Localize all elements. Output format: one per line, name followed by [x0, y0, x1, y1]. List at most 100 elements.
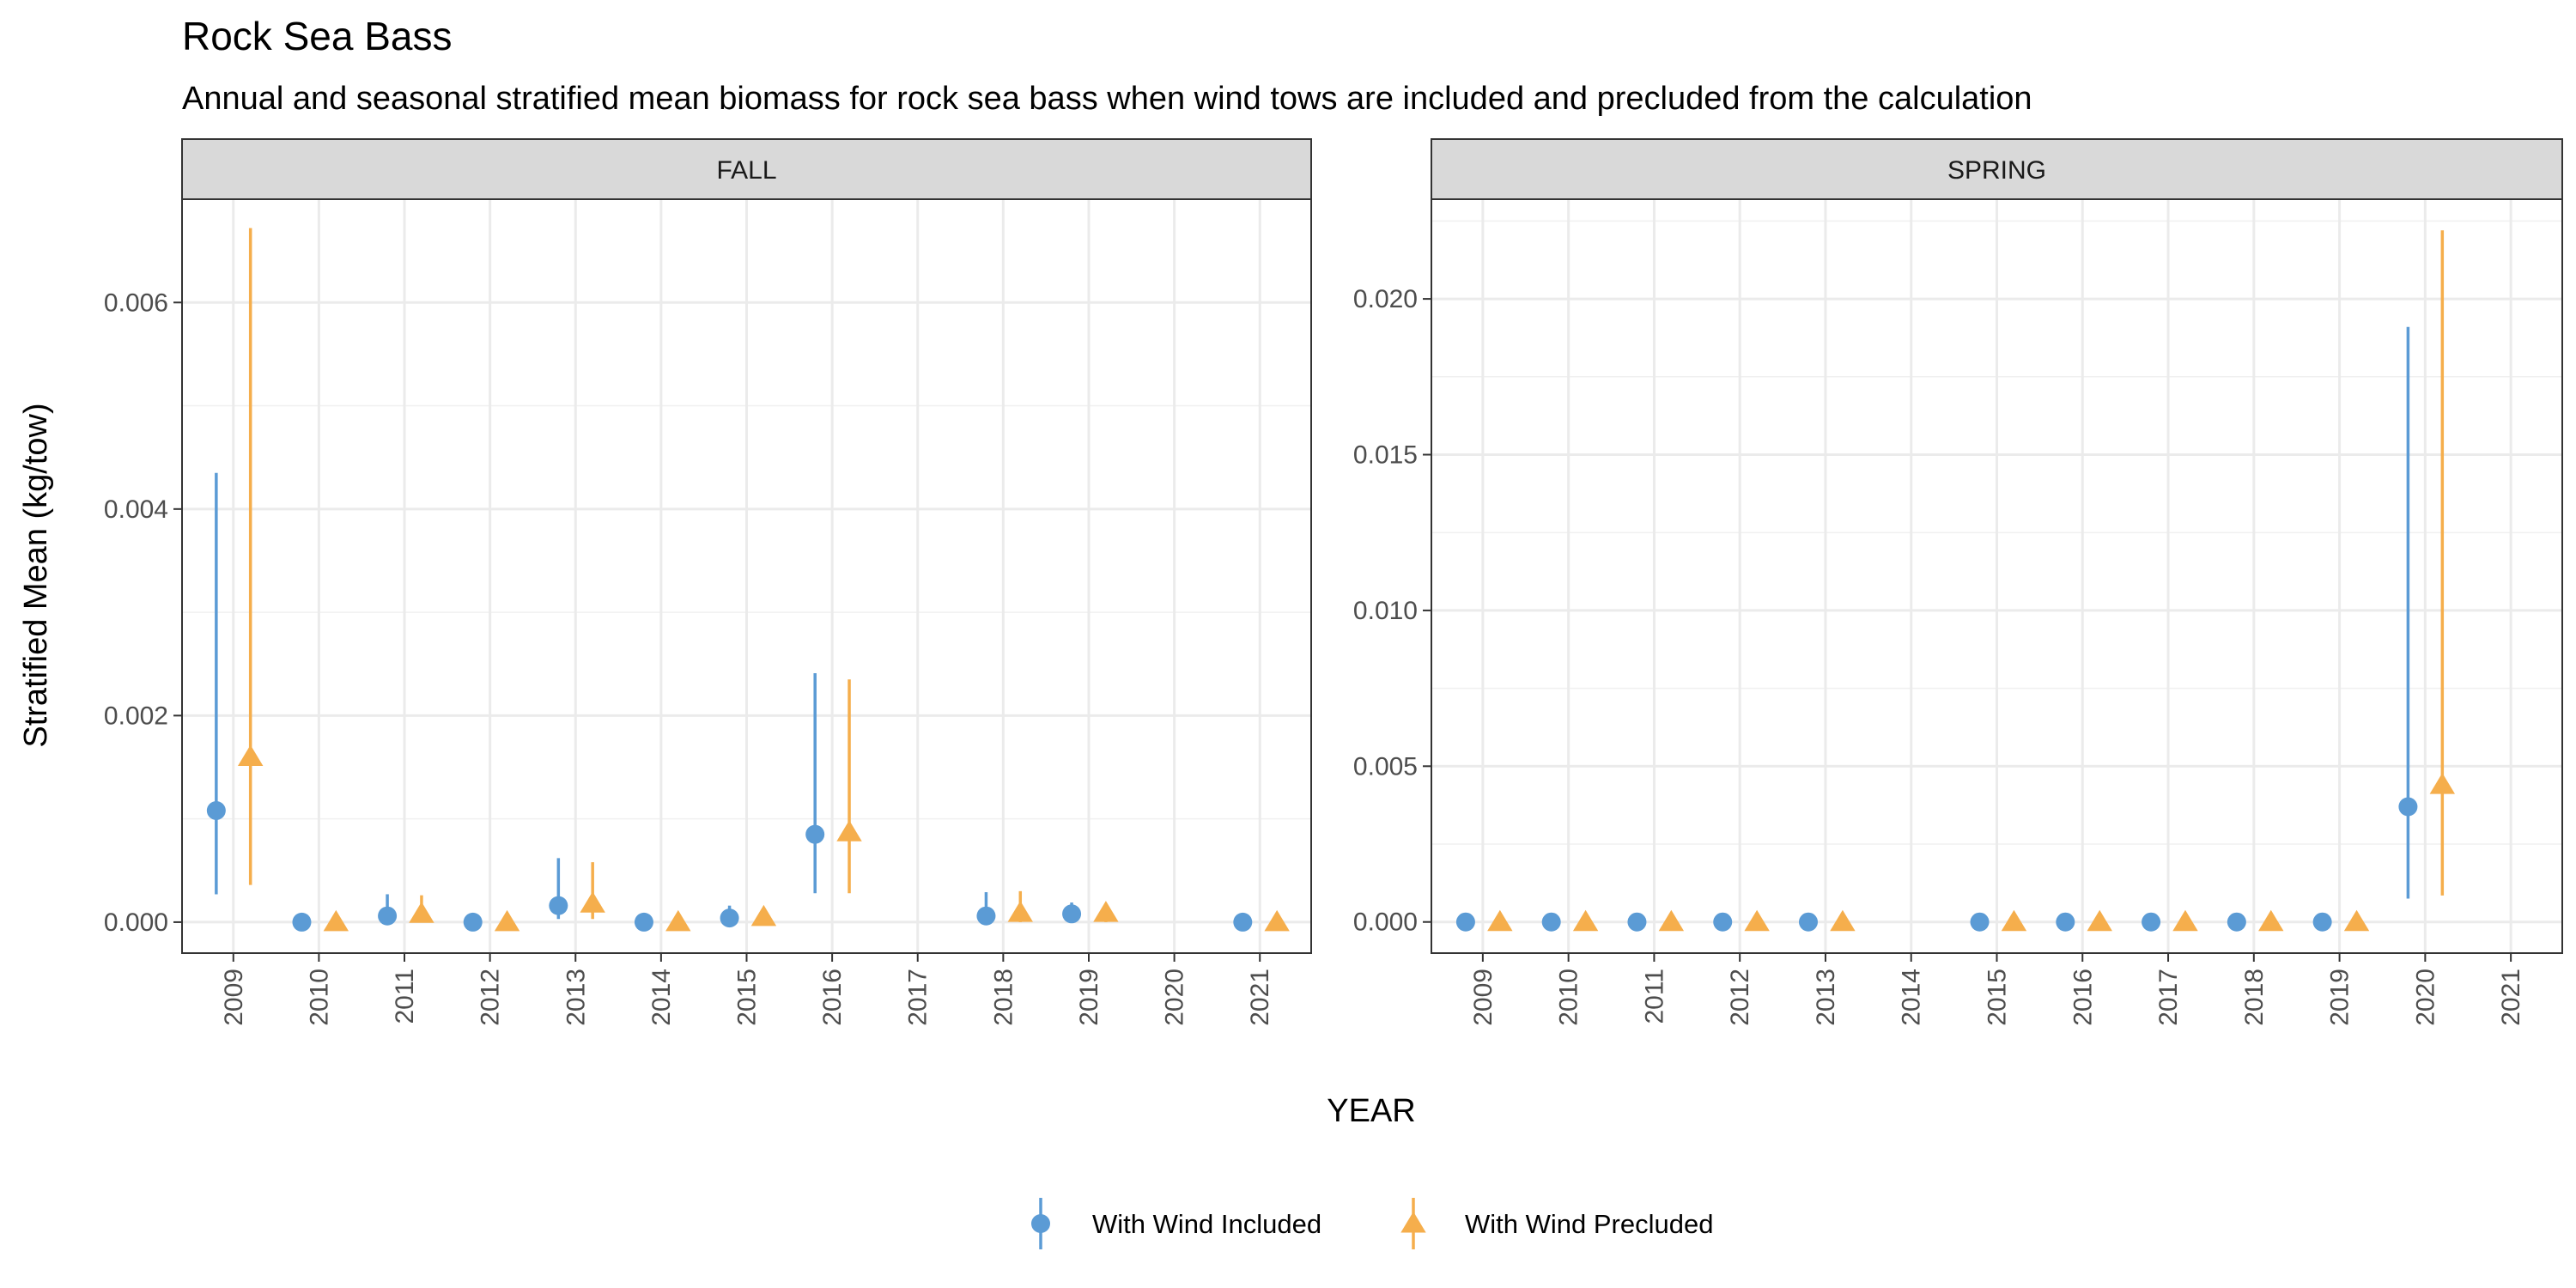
point-included [976, 906, 996, 926]
y-tick-label: 0.000 [1353, 908, 1418, 937]
x-tick-label: 2016 [818, 969, 847, 1026]
y-tick-label: 0.010 [1353, 597, 1418, 625]
x-tick-label: 2016 [2069, 969, 2097, 1026]
legend-item-included: With Wind Included [1031, 1198, 1321, 1249]
chart-title: Rock Sea Bass [182, 14, 452, 58]
panel-spring: SPRING 0.000 0.005 0.010 0.015 0.020 2009 2010 2… [1353, 138, 2563, 1026]
x-tick-label: 2014 [647, 969, 676, 1026]
x-tick-label: 2012 [1726, 969, 1754, 1026]
point-included [1713, 912, 1733, 932]
point-precluded [2258, 909, 2284, 932]
x-tick-label: 2018 [989, 969, 1018, 1026]
panel-fall: FALL 0.000 0.002 0.004 0.006 2009 2010 2011 2012… [104, 138, 1312, 1026]
point-included [2056, 912, 2075, 932]
x-tick-label: 2012 [477, 969, 505, 1026]
x-tick-label: 2017 [904, 969, 933, 1026]
point-included [720, 908, 739, 928]
y-tick-label: 0.005 [1353, 752, 1418, 781]
y-tick-label: 0.002 [104, 702, 168, 730]
x-tick-label: 2020 [1161, 969, 1189, 1026]
point-included [1233, 912, 1253, 932]
y-tick-label: 0.000 [104, 908, 168, 937]
point-precluded [2172, 909, 2198, 932]
point-precluded [580, 891, 605, 913]
x-axis-title: YEAR [1327, 1093, 1415, 1129]
point-precluded [2087, 909, 2112, 932]
point-precluded [1744, 909, 1770, 932]
point-included [292, 912, 312, 932]
point-included [2227, 912, 2246, 932]
legend-label: With Wind Precluded [1465, 1209, 1713, 1239]
point-included [463, 912, 483, 932]
point-precluded [323, 909, 349, 932]
point-included [378, 906, 398, 926]
chart-subtitle: Annual and seasonal stratified mean biom… [182, 81, 2032, 117]
x-tick-label: 2015 [733, 969, 762, 1026]
point-included [2398, 797, 2418, 817]
x-tick-label: 2019 [2326, 969, 2354, 1026]
x-tick-label: 2021 [2497, 969, 2525, 1026]
point-precluded [494, 909, 520, 932]
facet-strip-label: SPRING [1947, 156, 2046, 185]
point-included [1970, 912, 1990, 932]
point-precluded [1007, 901, 1033, 922]
x-tick-label: 2014 [1898, 969, 1926, 1026]
point-precluded [2001, 909, 2027, 932]
point-included [2312, 912, 2332, 932]
x-tick-label: 2011 [1640, 969, 1668, 1024]
legend-label: With Wind Included [1092, 1209, 1321, 1239]
x-tick-label: 2010 [305, 969, 333, 1026]
point-included [2142, 912, 2161, 932]
y-tick-label: 0.020 [1353, 285, 1418, 313]
point-precluded [836, 820, 862, 841]
point-precluded [1572, 909, 1599, 932]
x-tick-label: 2009 [220, 969, 248, 1026]
legend: With Wind Included With Wind Precluded [1031, 1198, 1713, 1249]
point-included [1799, 912, 1818, 932]
x-tick-label: 2011 [391, 969, 419, 1024]
point-precluded [2343, 909, 2370, 932]
y-axis-title: Stratified Mean (kg/tow) [18, 403, 54, 747]
y-tick-label: 0.006 [104, 289, 168, 317]
point-precluded [1093, 901, 1119, 922]
x-tick-label: 2020 [2411, 969, 2439, 1026]
point-included [549, 896, 568, 915]
x-tick-label: 2017 [2154, 969, 2183, 1026]
point-included [1541, 912, 1561, 932]
x-tick-label: 2010 [1555, 969, 1583, 1026]
x-tick-label: 2015 [1984, 969, 2012, 1026]
point-precluded [1487, 909, 1513, 932]
panel-border [181, 198, 1312, 954]
legend-key-triangle [1400, 1212, 1426, 1233]
point-precluded [1830, 909, 1856, 932]
point-precluded [665, 909, 691, 932]
legend-item-precluded: With Wind Precluded [1400, 1198, 1713, 1249]
point-precluded [1264, 909, 1290, 932]
facet-strip [181, 138, 1312, 200]
x-tick-label: 2019 [1075, 969, 1103, 1026]
x-tick-label: 2013 [562, 969, 590, 1026]
point-included [805, 824, 825, 844]
point-included [1627, 912, 1647, 932]
point-included [1455, 912, 1475, 932]
facet-strip-label: FALL [716, 156, 776, 185]
y-tick-label: 0.015 [1353, 441, 1418, 470]
point-precluded [237, 744, 264, 766]
point-precluded [2429, 773, 2456, 794]
x-tick-label: 2013 [1812, 969, 1840, 1026]
point-precluded [1658, 909, 1685, 932]
point-included [206, 801, 226, 821]
x-tick-label: 2021 [1246, 969, 1274, 1026]
point-included [634, 912, 653, 932]
facet-strip [1431, 138, 2563, 200]
point-precluded [750, 904, 777, 927]
facet-panels: FALL 0.000 0.002 0.004 0.006 2009 2010 2011 2012… [104, 138, 2563, 1026]
panel-border [1431, 198, 2563, 954]
x-tick-label: 2009 [1469, 969, 1498, 1026]
legend-key-circle [1031, 1214, 1050, 1233]
point-precluded [409, 902, 434, 923]
point-included [1062, 904, 1082, 924]
y-tick-label: 0.004 [104, 495, 168, 524]
x-tick-label: 2018 [2240, 969, 2269, 1026]
